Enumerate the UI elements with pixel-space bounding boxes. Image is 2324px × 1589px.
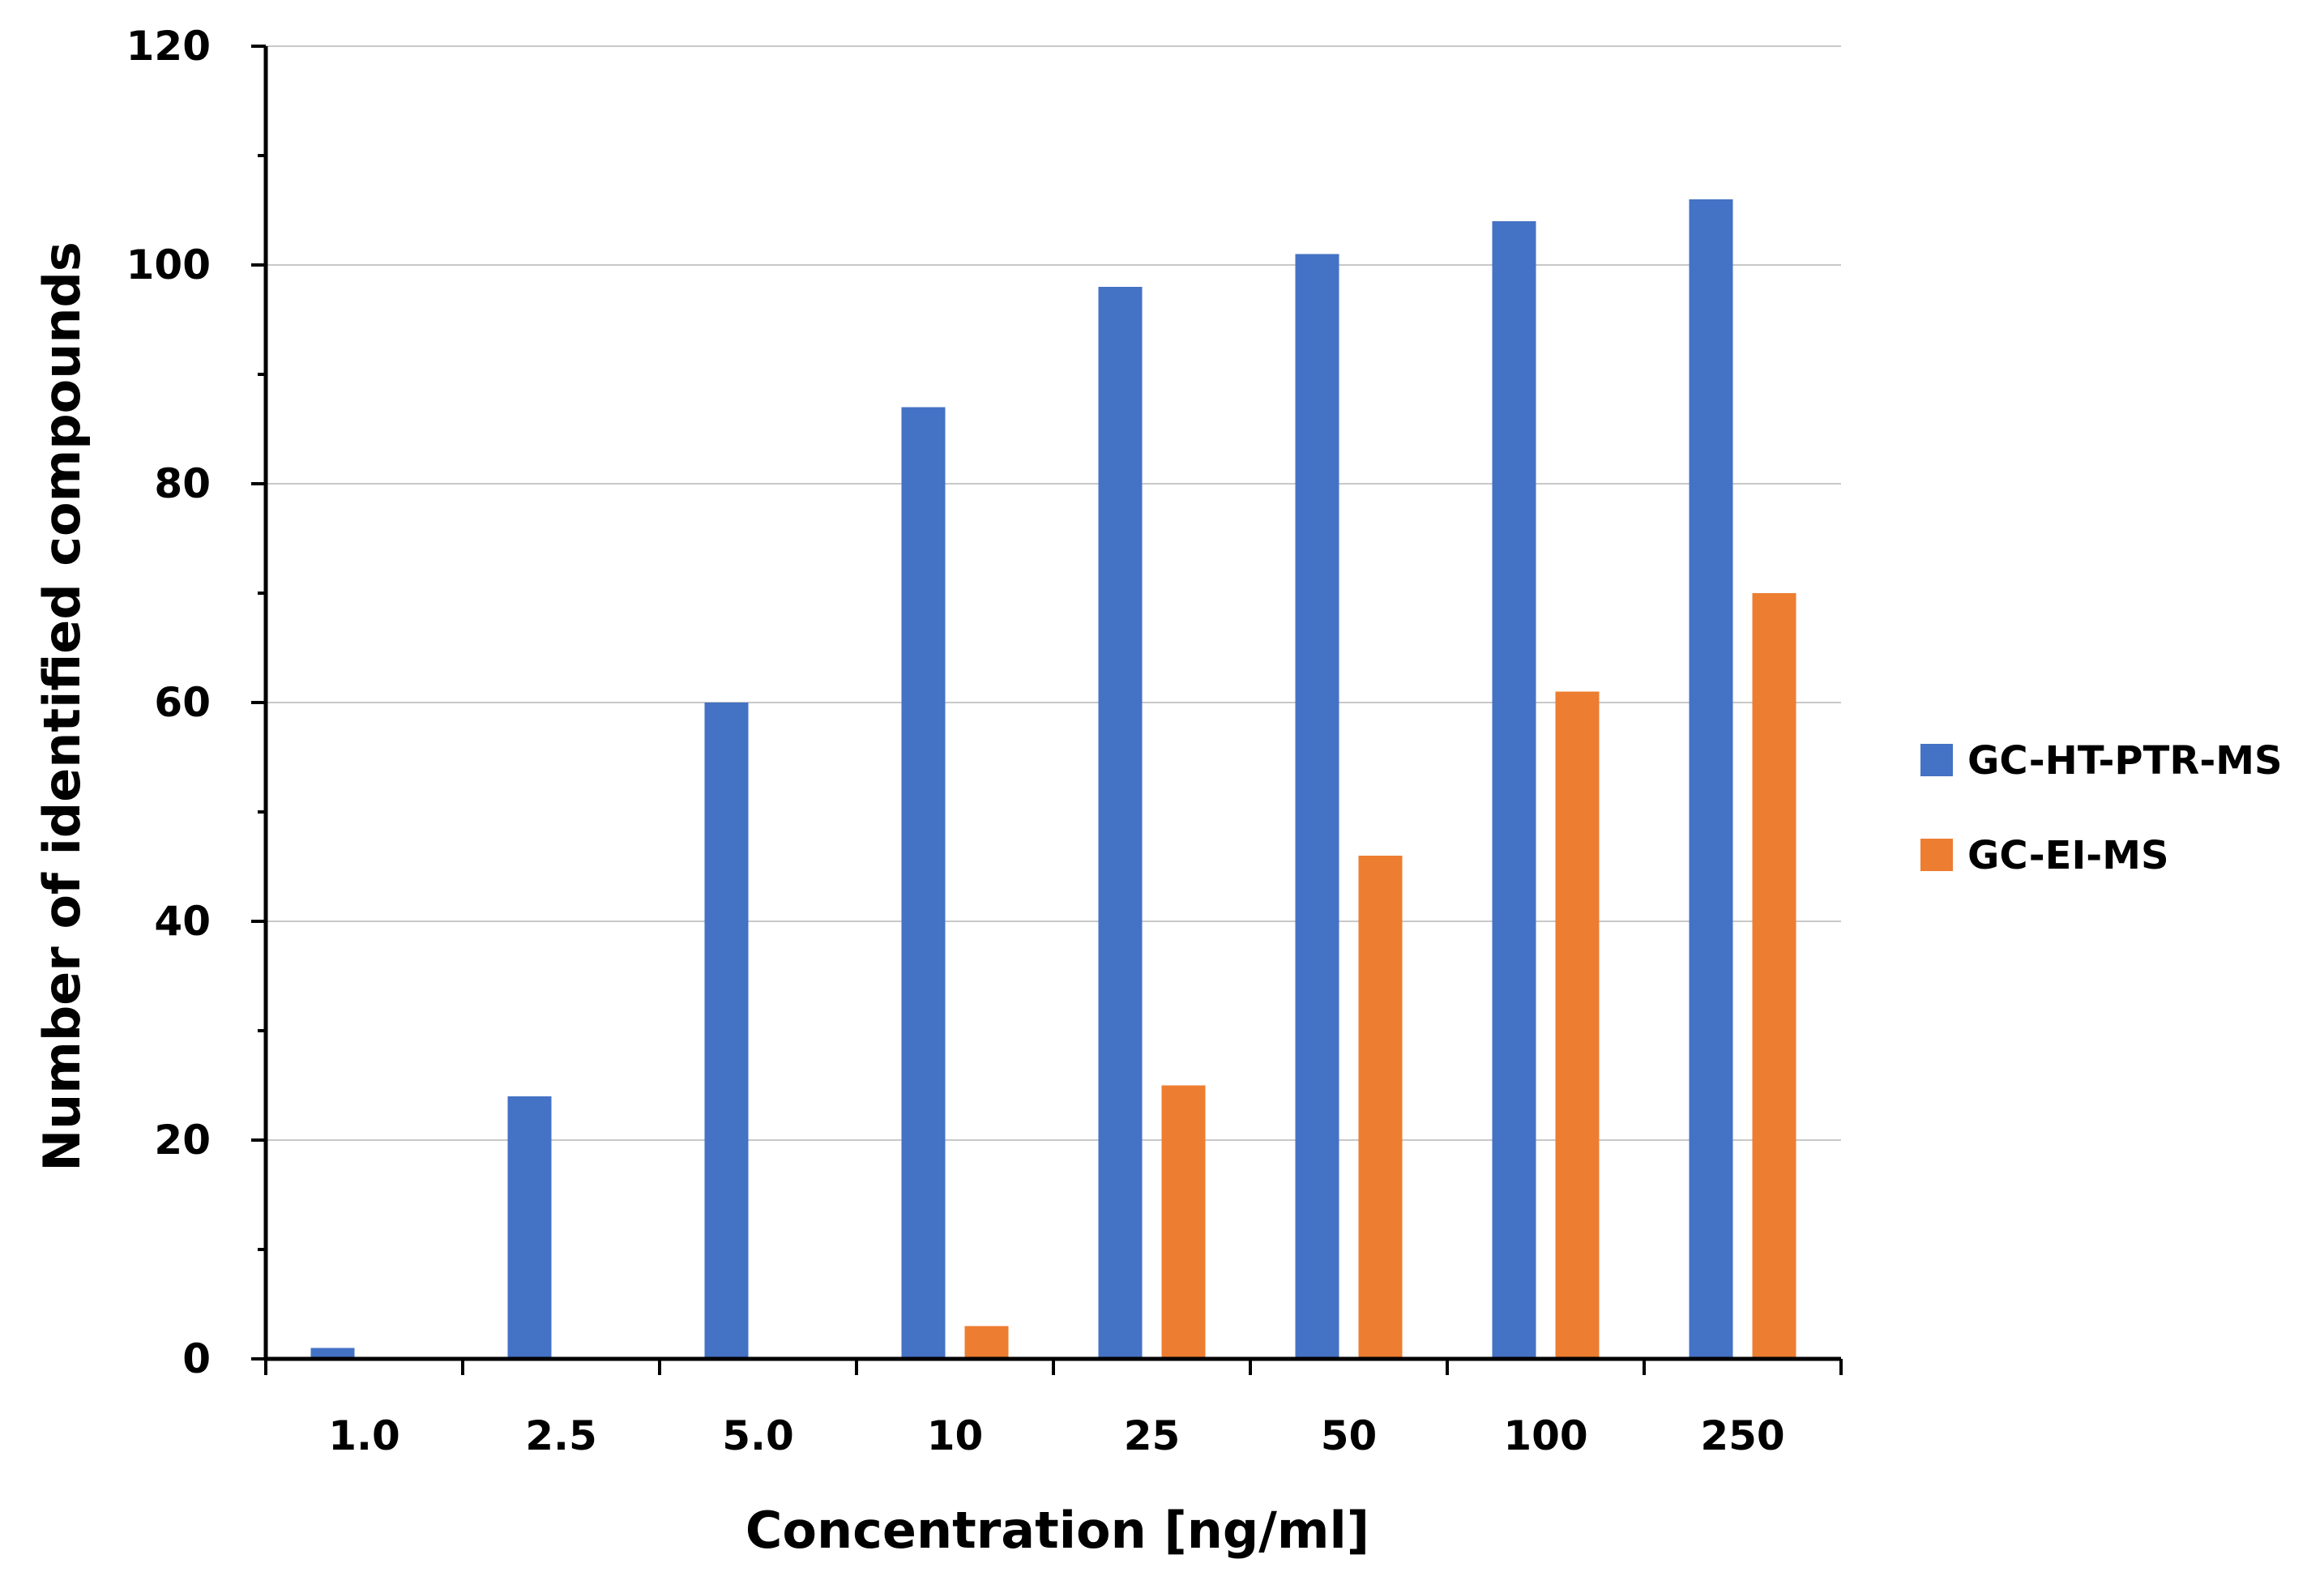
legend-swatch-gc-ei-ms <box>1920 839 1953 871</box>
x-tick-label: 10 <box>927 1412 984 1459</box>
bar-gc-ei-ms-10 <box>964 1326 1009 1359</box>
legend: GC-HT-PTR-MS GC-EI-MS <box>1920 738 2283 878</box>
bars <box>310 199 1796 1359</box>
bar-gc-ht-ptr-ms-1.0 <box>310 1348 355 1359</box>
bar-gc-ht-ptr-ms-250 <box>1689 199 1733 1359</box>
gridlines <box>266 45 1841 1141</box>
bar-gc-ht-ptr-ms-5.0 <box>704 703 749 1359</box>
y-tick-label: 100 <box>126 241 211 288</box>
legend-label-gc-ht-ptr-ms: GC-HT-PTR-MS <box>1967 738 2283 784</box>
x-tick-label: 50 <box>1321 1412 1378 1459</box>
bar-gc-ei-ms-50 <box>1358 856 1403 1359</box>
bar-gc-ei-ms-25 <box>1161 1085 1206 1359</box>
y-axis-title: Number of identified compounds <box>32 241 92 1172</box>
bar-gc-ht-ptr-ms-25 <box>1098 287 1143 1359</box>
x-tick-label: 100 <box>1503 1412 1587 1459</box>
bar-gc-ht-ptr-ms-2.5 <box>507 1096 552 1359</box>
x-axis-title: Concentration [ng/ml] <box>745 1501 1369 1560</box>
bar-gc-ei-ms-100 <box>1555 691 1600 1359</box>
x-tick-label: 2.5 <box>525 1412 597 1459</box>
legend-swatch-gc-ht-ptr-ms <box>1920 744 1953 776</box>
y-tick-label: 60 <box>154 679 211 726</box>
y-tick-label: 120 <box>126 23 211 70</box>
x-tick-label: 25 <box>1124 1412 1181 1459</box>
bar-gc-ht-ptr-ms-100 <box>1492 221 1536 1359</box>
y-tick-label: 20 <box>154 1117 211 1164</box>
x-tick-label: 1.0 <box>328 1412 400 1459</box>
x-tick-label: 250 <box>1700 1412 1784 1459</box>
y-tick-label: 0 <box>182 1335 211 1382</box>
legend-label-gc-ei-ms: GC-EI-MS <box>1967 833 2169 878</box>
bar-gc-ei-ms-250 <box>1752 593 1796 1359</box>
y-tick-label: 80 <box>154 460 211 507</box>
axes <box>251 45 1843 1375</box>
tick-labels: 0 20 40 60 80 100 120 1.0 2.5 5.0 10 25 50 100 250 <box>126 23 1785 1459</box>
x-tick-label: 5.0 <box>722 1412 794 1459</box>
bar-gc-ht-ptr-ms-50 <box>1295 254 1339 1359</box>
bar-gc-ht-ptr-ms-10 <box>901 407 946 1359</box>
y-tick-label: 40 <box>154 898 211 945</box>
